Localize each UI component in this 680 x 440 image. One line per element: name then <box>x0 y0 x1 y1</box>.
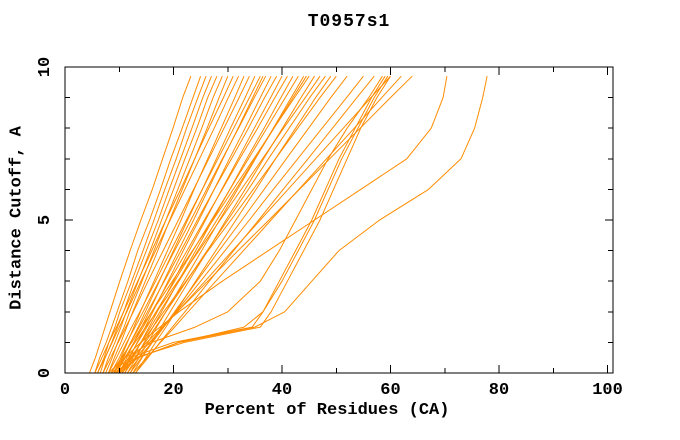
model-curve <box>107 75 261 374</box>
model-curve <box>124 75 326 374</box>
model-curve <box>132 75 402 374</box>
model-curve <box>110 75 310 374</box>
model-curve <box>113 76 448 374</box>
model-curve <box>118 76 488 374</box>
x-axis-label: Percent of Residues (CA) <box>204 401 450 420</box>
model-curve <box>94 76 202 374</box>
model-curve <box>107 76 229 374</box>
model-curve <box>113 75 391 374</box>
model-curve <box>110 75 386 374</box>
model-curve <box>94 75 234 374</box>
model-curve <box>126 75 294 374</box>
model-curve <box>116 75 413 374</box>
y-tick-label: 0 <box>36 368 55 378</box>
model-curve <box>88 76 192 374</box>
model-curve <box>116 75 256 374</box>
model-curve <box>97 75 240 374</box>
model-curve <box>135 75 332 374</box>
chart-title: T0957s1 <box>307 12 391 32</box>
x-tick-label: 0 <box>60 381 70 400</box>
model-curve <box>102 76 218 374</box>
model-curve <box>102 75 250 374</box>
model-curve <box>113 75 321 374</box>
x-tick-label: 20 <box>163 381 183 400</box>
x-tick-label: 80 <box>489 381 509 400</box>
model-curve <box>129 75 305 374</box>
model-curve <box>118 75 299 374</box>
model-curve <box>113 75 278 374</box>
x-tick-label: 40 <box>272 381 292 400</box>
x-tick-label: 60 <box>380 381 400 400</box>
model-curve <box>105 76 223 374</box>
y-tick-label: 5 <box>36 215 55 225</box>
model-curve <box>110 75 267 374</box>
x-tick-label: 100 <box>592 381 623 400</box>
model-curve <box>113 76 245 374</box>
model-curve <box>108 75 383 374</box>
y-tick-label: 10 <box>36 57 55 77</box>
y-axis-label: Distance Cutoff, A <box>7 126 27 310</box>
model-curve <box>116 75 288 374</box>
model-curve <box>121 75 391 374</box>
